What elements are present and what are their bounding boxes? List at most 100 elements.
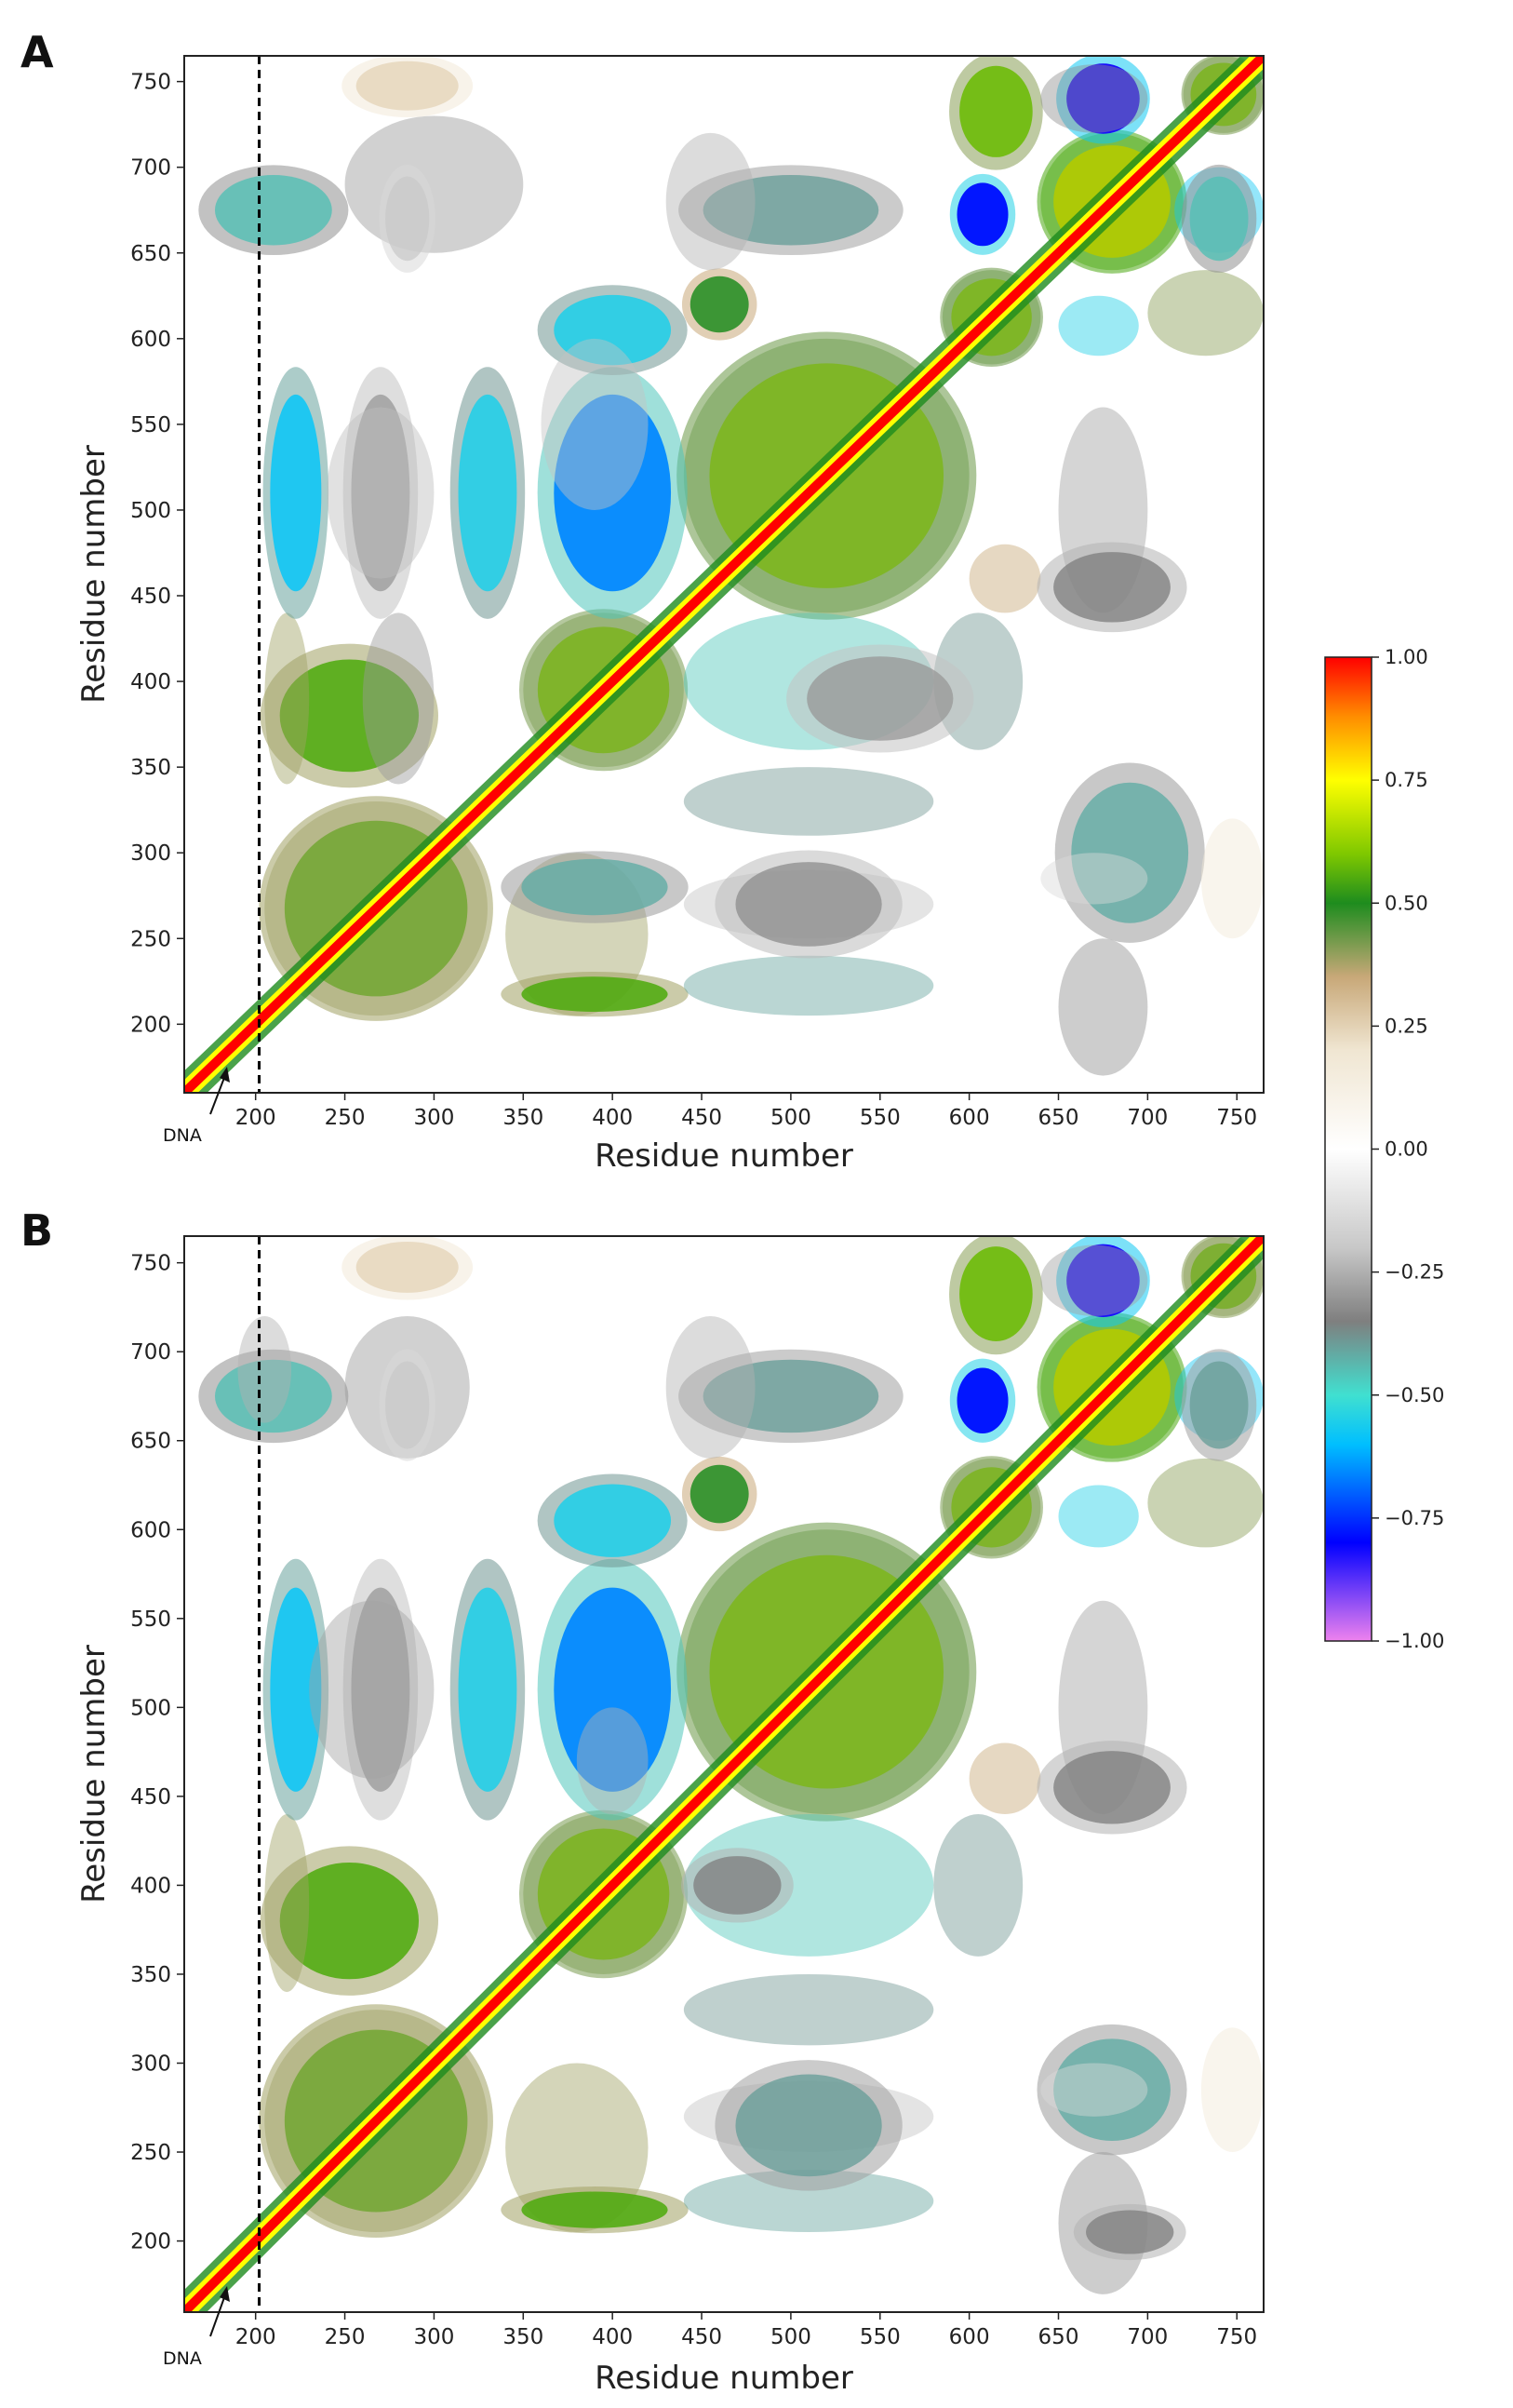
heatmap-region [554, 294, 672, 366]
x-tick-label: 200 [235, 1106, 276, 1130]
y-axis-title-b: Residue number [75, 1645, 113, 1904]
colorbar-tick-label: −1.00 [1385, 1630, 1444, 1652]
heatmap-region [355, 61, 459, 111]
heatmap-region-mirror [1040, 853, 1148, 905]
heatmap-region-mirror [683, 767, 934, 836]
heatmap-region [521, 2191, 668, 2228]
y-tick-label: 550 [130, 413, 171, 437]
colorbar-tick-label: 0.25 [1385, 1015, 1428, 1037]
heatmap-region [690, 276, 749, 333]
heatmap-region-mirror [264, 612, 310, 785]
heatmap-region [703, 174, 879, 246]
heatmap-region [959, 1246, 1033, 1342]
y-tick-label: 200 [130, 2230, 171, 2254]
y-tick-label: 350 [130, 1963, 171, 1987]
y-tick-label: 400 [130, 670, 171, 694]
heatmap-region [270, 1587, 322, 1792]
heatmap-region [957, 1367, 1009, 1433]
colorbar-tick-label: −0.25 [1385, 1261, 1444, 1284]
colorbar-tick-label: −0.50 [1385, 1384, 1444, 1406]
heatmap-region [690, 1464, 749, 1524]
panel-b-letter: B [20, 1205, 53, 1256]
heatmap-region-mirror [264, 1813, 310, 1993]
heatmap-region-mirror [1058, 295, 1139, 356]
diagonal [184, 56, 1264, 1093]
heatmap-region-mirror [969, 544, 1041, 613]
heatmap-region [1189, 1361, 1249, 1449]
x-tick-label: 200 [235, 2325, 276, 2349]
colorbar-tick-label: 0.50 [1385, 892, 1428, 914]
heatmap-region-mirror [576, 1707, 649, 1814]
x-axis-title-a: Residue number [595, 1137, 853, 1175]
heatmap-region [554, 1484, 672, 1557]
dna-label-b: DNA [163, 2348, 202, 2369]
heatmap-region [385, 1361, 430, 1449]
heatmap-region-mirror [933, 1813, 1024, 1957]
heatmap-region [1189, 176, 1249, 262]
y-tick-label: 600 [130, 328, 171, 352]
x-tick-label: 250 [325, 2325, 366, 2349]
x-tick-label: 650 [1038, 2325, 1079, 2349]
panel-a-letter: A [20, 27, 54, 77]
x-tick-label: 250 [325, 1106, 366, 1130]
colorbar-tick-label: 0.75 [1385, 769, 1428, 791]
dna-arrow-head-a [220, 1067, 230, 1083]
heatmap-region-mirror [1040, 64, 1148, 133]
heatmap-region-mirror [237, 1315, 292, 1423]
heatmap-region-mirror [683, 2170, 934, 2233]
y-tick-label: 600 [130, 1518, 171, 1542]
heatmap-region [1053, 552, 1171, 623]
heatmap-region-mirror [969, 1742, 1041, 1814]
plot-frame-a [183, 55, 1265, 1094]
y-tick-label: 450 [130, 1785, 171, 1809]
heatmap-region [351, 1587, 410, 1792]
colorbar-tick-label: −0.75 [1385, 1507, 1444, 1529]
x-tick-label: 650 [1038, 1106, 1079, 1130]
heatmap-region [554, 394, 672, 592]
x-tick-label: 600 [949, 1106, 990, 1130]
heatmap-region-mirror [683, 955, 934, 1016]
heatmap-region-mirror [1200, 818, 1264, 939]
heatmap-region-mirror [665, 132, 756, 271]
y-tick-label: 750 [130, 71, 171, 95]
y-tick-label: 300 [130, 841, 171, 866]
heatmap-region [1071, 782, 1189, 923]
y-tick-label: 500 [130, 499, 171, 523]
heatmap-panel-b: 200 250 300 350 400 450 500 550 600 650 700 750 200… [75, 1235, 1265, 2397]
heatmap-region [1066, 63, 1140, 134]
heatmap-region [807, 656, 954, 741]
dna-arrow-head-b [220, 2286, 230, 2302]
y-tick-label: 650 [130, 1430, 171, 1454]
x-tick-label: 400 [592, 2325, 633, 2349]
y-tick-label: 450 [130, 585, 171, 609]
heatmap-region-mirror [1200, 2027, 1264, 2153]
heatmap-region [458, 1587, 517, 1792]
heatmap-region [554, 1587, 672, 1792]
heatmap-region [1066, 1244, 1140, 1317]
y-tick-label: 550 [130, 1608, 171, 1632]
heatmap-region [1053, 2038, 1171, 2141]
heatmap-region-mirror [309, 1600, 435, 1779]
colorbar: 1.00 0.75 0.50 0.25 0.00 −0.25 −0.50 −0.75 −1.00 [1324, 646, 1444, 1652]
heatmap-region [693, 1856, 782, 1915]
heatmap-region [959, 65, 1033, 157]
colorbar-tick-label: 0.00 [1385, 1138, 1428, 1161]
x-tick-label: 500 [770, 2325, 811, 2349]
colorbar-gradient [1324, 656, 1372, 1642]
heatmap-region-mirror [683, 1973, 934, 2046]
heatmap-region-mirror [1058, 1485, 1139, 1548]
x-tick-label: 700 [1127, 1106, 1168, 1130]
heatmap-region-mirror [1058, 938, 1148, 1076]
colorbar-tick-label: 1.00 [1385, 646, 1428, 668]
y-tick-label: 200 [130, 1013, 171, 1037]
heatmap-region-mirror [1040, 2063, 1148, 2117]
heatmap-region [214, 1359, 332, 1433]
x-tick-label: 450 [681, 1106, 722, 1130]
heatmap-region-mirror [1147, 1458, 1264, 1548]
heatmap-region [735, 862, 882, 947]
heatmap-region [735, 2074, 882, 2177]
heatmap-region [351, 394, 410, 592]
x-tick-label: 300 [413, 1106, 454, 1130]
heatmap-panel-a: 200 250 300 350 400 450 500 550 600 650 700 750 200… [75, 55, 1265, 1175]
heatmap-region-mirror [327, 407, 435, 579]
